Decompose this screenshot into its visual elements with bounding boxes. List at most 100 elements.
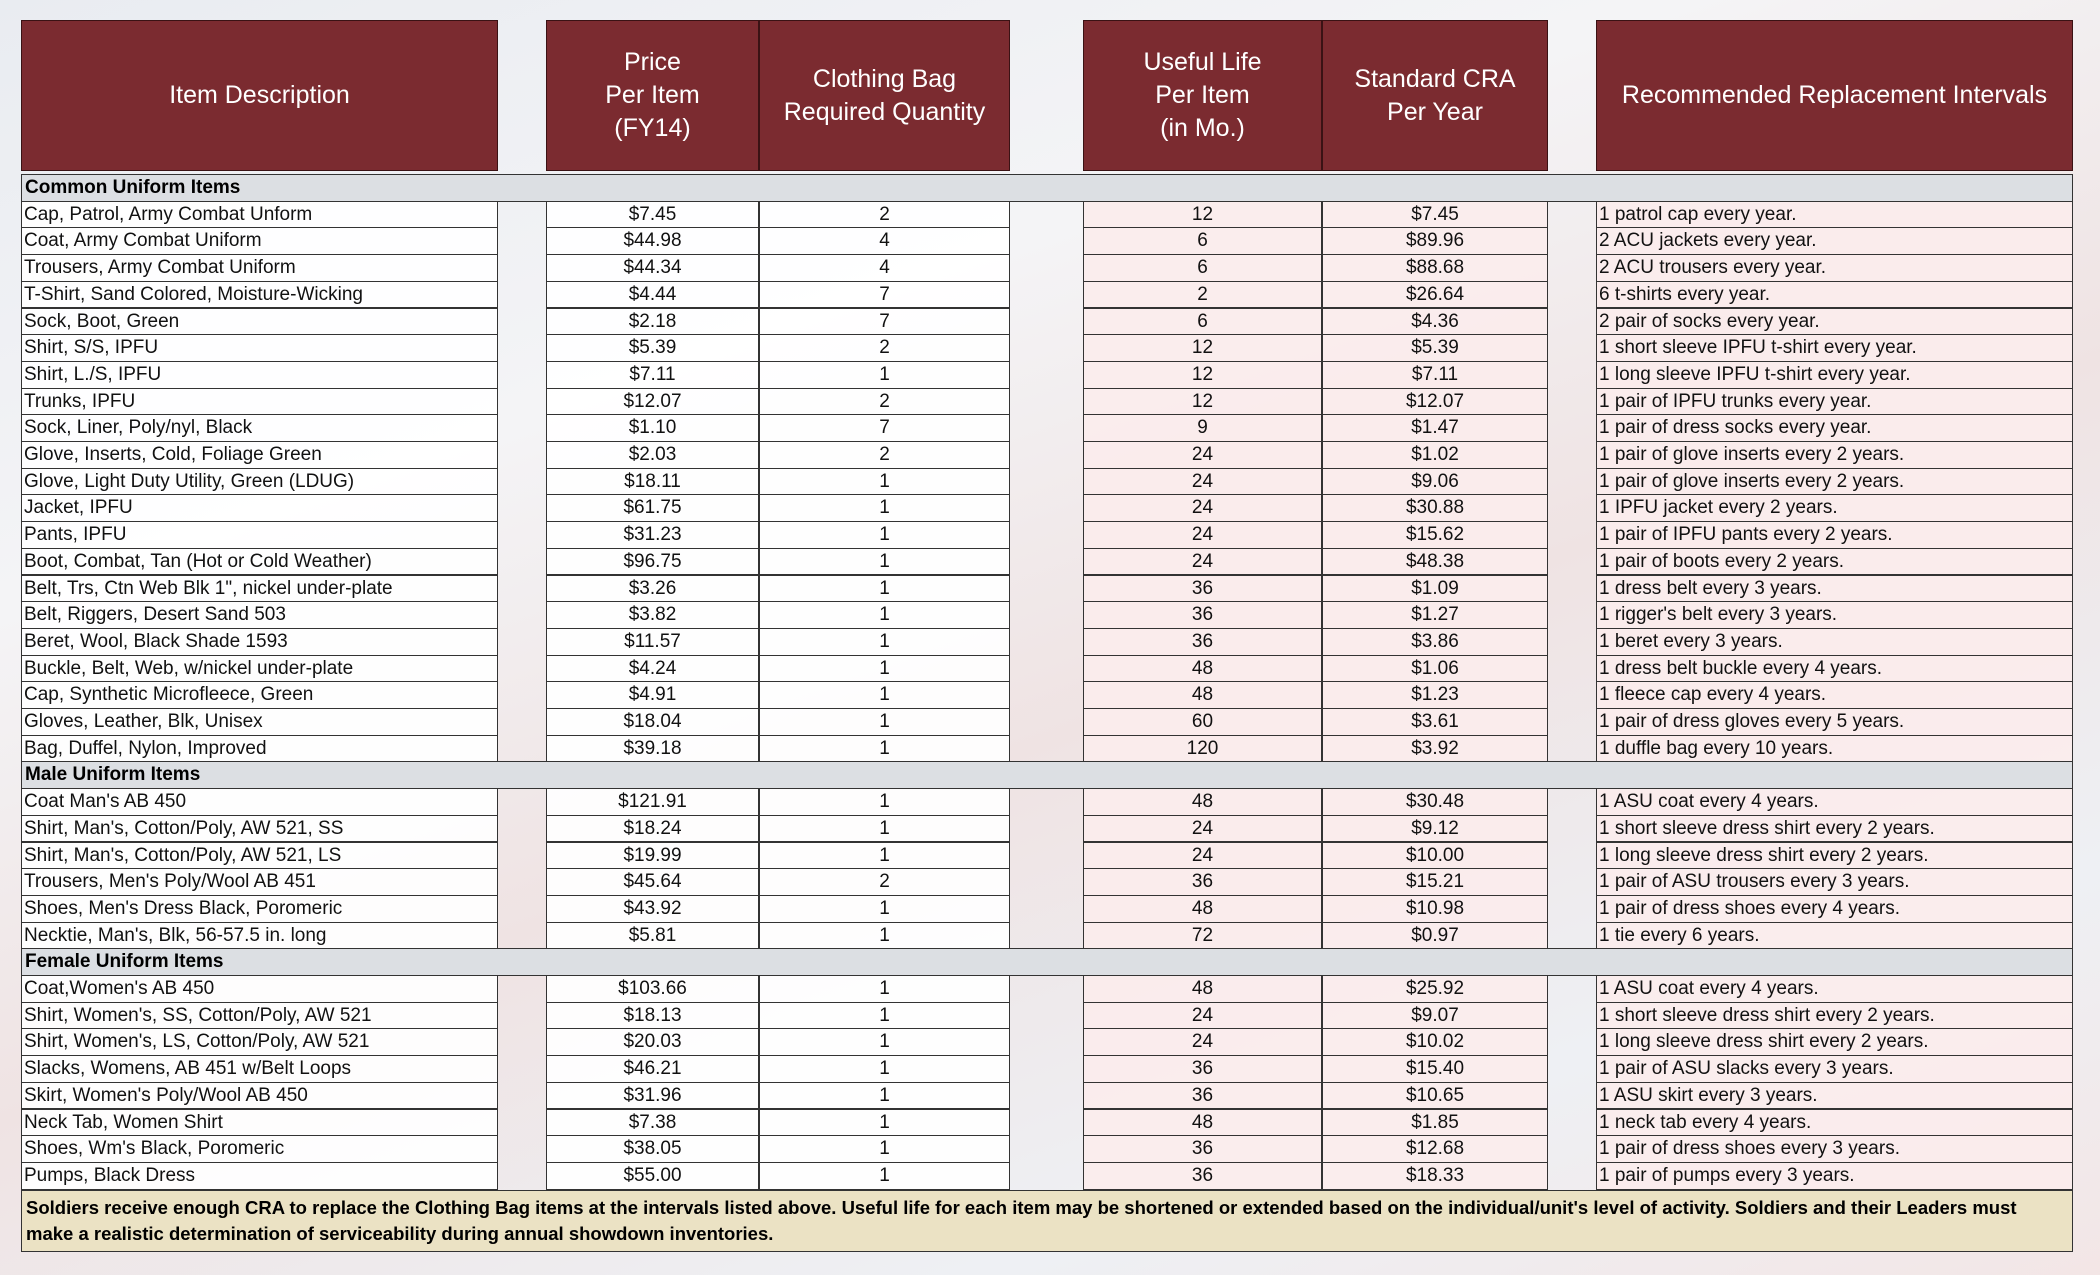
table-cell: Slacks, Womens, AB 451 w/Belt Loops [21,1055,498,1083]
table-cell: $4.36 [1322,307,1548,336]
table-cell: 24 [1083,494,1322,523]
table-cell: 48 [1083,894,1322,923]
table-cell: Boot, Combat, Tan (Hot or Cold Weather) [21,547,498,576]
table-cell: $3.26 [546,574,759,603]
table-cell: 36 [1083,868,1322,896]
table-cell: 9 [1083,414,1322,442]
table-cell: $12.07 [1322,387,1548,416]
table-cell: Glove, Inserts, Cold, Foliage Green [21,441,498,469]
table-cell: $2.18 [546,307,759,336]
table-cell: 1 IPFU jacket every 2 years. [1596,494,2073,523]
table-cell: 1 [759,814,1010,843]
table-cell: 1 long sleeve dress shirt every 2 years. [1596,841,2073,870]
table-cell: 48 [1083,654,1322,683]
table-cell: $9.06 [1322,467,1548,496]
table-cell: $9.12 [1322,814,1548,843]
table-cell: $3.82 [546,601,759,629]
table-cell: $1.85 [1322,1108,1548,1137]
column-header: Item Description [21,20,498,171]
table-cell: $88.68 [1322,254,1548,282]
table-cell: 48 [1083,681,1322,709]
table-cell: 1 [759,1108,1010,1137]
table-cell: 1 short sleeve IPFU t-shirt every year. [1596,334,2073,362]
table-cell: Cap, Patrol, Army Combat Unform [21,200,498,229]
table-cell: $7.45 [546,200,759,229]
table-cell: 12 [1083,334,1322,362]
table-cell: 1 pair of pumps every 3 years. [1596,1161,2073,1190]
table-cell: 1 pair of glove inserts every 2 years. [1596,467,2073,496]
section-title: Male Uniform Items [21,761,2073,790]
table-cell: $10.00 [1322,841,1548,870]
table-cell: 1 fleece cap every 4 years. [1596,681,2073,709]
table-cell: $44.98 [546,227,759,256]
table-cell: $10.98 [1322,894,1548,923]
table-cell: 72 [1083,921,1322,950]
table-cell: 1 pair of dress gloves every 5 years. [1596,708,2073,736]
table-cell: Sock, Liner, Poly/nyl, Black [21,414,498,442]
table-cell: Sock, Boot, Green [21,307,498,336]
table-cell: Bag, Duffel, Nylon, Improved [21,734,498,763]
table-cell: Buckle, Belt, Web, w/nickel under-plate [21,654,498,683]
table-cell: $10.02 [1322,1028,1548,1057]
table-cell: $11.57 [546,627,759,656]
table-cell: 24 [1083,1001,1322,1030]
table-cell: Shirt, L./S, IPFU [21,360,498,389]
table-cell: 2 [759,387,1010,416]
table-cell: Shirt, Man's, Cotton/Poly, AW 521, SS [21,814,498,843]
table-cell: 6 [1083,254,1322,282]
table-cell: 48 [1083,1108,1322,1137]
table-cell: $61.75 [546,494,759,523]
table-cell: 1 short sleeve dress shirt every 2 years… [1596,1001,2073,1030]
table-cell: 1 [759,1055,1010,1083]
table-cell: 1 [759,975,1010,1003]
table-cell: 12 [1083,200,1322,229]
table-cell: $43.92 [546,894,759,923]
table-cell: $96.75 [546,547,759,576]
table-cell: 24 [1083,547,1322,576]
table-cell: 6 [1083,307,1322,336]
table-cell: 1 pair of IPFU trunks every year. [1596,387,2073,416]
table-cell: 1 pair of dress shoes every 3 years. [1596,1135,2073,1163]
table-cell: Gloves, Leather, Blk, Unisex [21,708,498,736]
table-cell: $3.86 [1322,627,1548,656]
table-cell: 1 duffle bag every 10 years. [1596,734,2073,763]
table-cell: 24 [1083,1028,1322,1057]
table-cell: $15.62 [1322,521,1548,549]
table-cell: $89.96 [1322,227,1548,256]
table-cell: $15.40 [1322,1055,1548,1083]
table-cell: Glove, Light Duty Utility, Green (LDUG) [21,467,498,496]
table-cell: Necktie, Man's, Blk, 56-57.5 in. long [21,921,498,950]
table-cell: 1 [759,1161,1010,1190]
table-cell: $1.09 [1322,574,1548,603]
table-cell: $121.91 [546,788,759,816]
table-cell: $1.27 [1322,601,1548,629]
table-cell: 7 [759,307,1010,336]
column-header: Standard CRA Per Year [1322,20,1548,171]
table-cell: $7.11 [546,360,759,389]
table-cell: 1 ASU coat every 4 years. [1596,975,2073,1003]
table-cell: 2 [759,200,1010,229]
table-cell: $18.24 [546,814,759,843]
table-cell: $3.92 [1322,734,1548,763]
table-cell: 1 [759,708,1010,736]
table-cell: $48.38 [1322,547,1548,576]
table-cell: $7.11 [1322,360,1548,389]
table-cell: 1 [759,1081,1010,1110]
table-cell: $1.23 [1322,681,1548,709]
table-cell: 4 [759,254,1010,282]
table-cell: $55.00 [546,1161,759,1190]
column-header: Clothing Bag Required Quantity [759,20,1010,171]
table-cell: 6 t-shirts every year. [1596,280,2073,309]
table-cell: Shirt, S/S, IPFU [21,334,498,362]
table-cell: 1 [759,841,1010,870]
table-cell: 1 pair of boots every 2 years. [1596,547,2073,576]
table-cell: Jacket, IPFU [21,494,498,523]
table-cell: 1 short sleeve dress shirt every 2 years… [1596,814,2073,843]
table-cell: Belt, Riggers, Desert Sand 503 [21,601,498,629]
table-cell: 6 [1083,227,1322,256]
table-cell: $103.66 [546,975,759,1003]
table-cell: 1 tie every 6 years. [1596,921,2073,950]
table-cell: 1 pair of dress shoes every 4 years. [1596,894,2073,923]
table-cell: 1 [759,788,1010,816]
